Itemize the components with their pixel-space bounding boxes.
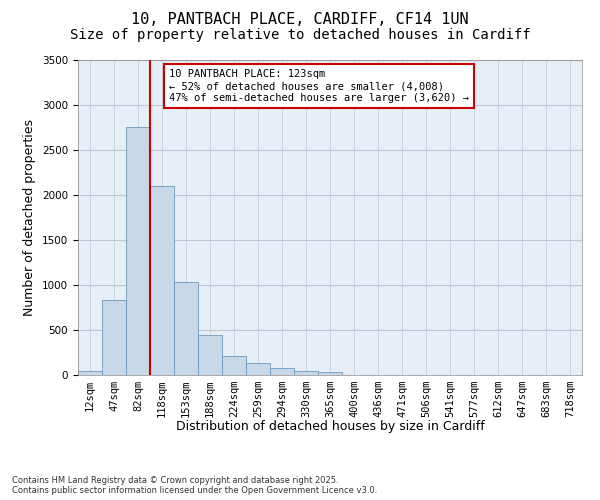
Bar xyxy=(222,356,246,375)
Bar xyxy=(174,282,198,375)
Bar xyxy=(294,370,318,375)
Bar xyxy=(102,300,126,375)
Text: 10, PANTBACH PLACE, CARDIFF, CF14 1UN: 10, PANTBACH PLACE, CARDIFF, CF14 1UN xyxy=(131,12,469,28)
Bar xyxy=(126,128,150,375)
Bar xyxy=(198,334,222,375)
Text: 10 PANTBACH PLACE: 123sqm
← 52% of detached houses are smaller (4,008)
47% of se: 10 PANTBACH PLACE: 123sqm ← 52% of detac… xyxy=(169,70,469,102)
Bar xyxy=(318,372,342,375)
Bar xyxy=(150,186,174,375)
Text: Contains HM Land Registry data © Crown copyright and database right 2025.
Contai: Contains HM Land Registry data © Crown c… xyxy=(12,476,377,495)
X-axis label: Distribution of detached houses by size in Cardiff: Distribution of detached houses by size … xyxy=(176,420,484,433)
Y-axis label: Number of detached properties: Number of detached properties xyxy=(23,119,37,316)
Bar xyxy=(246,363,270,375)
Bar xyxy=(78,370,102,375)
Bar xyxy=(270,368,294,375)
Text: Size of property relative to detached houses in Cardiff: Size of property relative to detached ho… xyxy=(70,28,530,42)
